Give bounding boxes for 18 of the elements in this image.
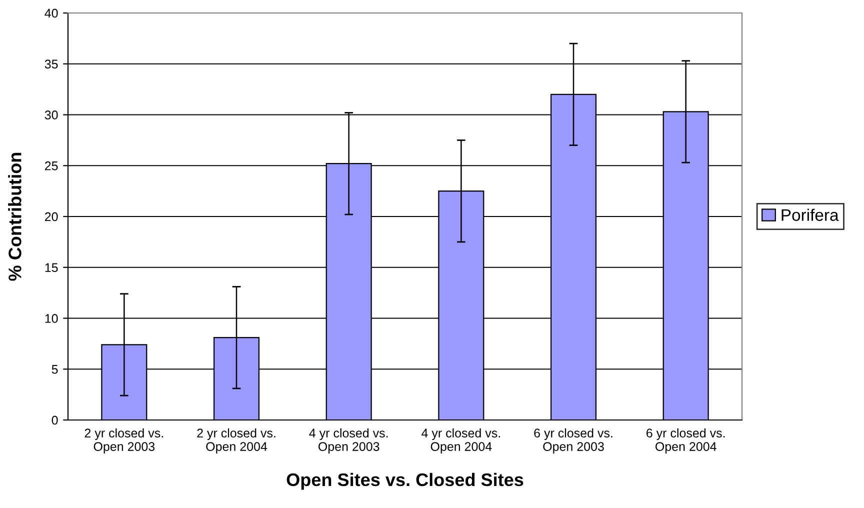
y-tick-label: 15 (45, 263, 58, 272)
y-tick-label: 10 (45, 314, 58, 323)
y-tick-label: 40 (44, 8, 58, 18)
x-tick-label: 4 yr closed vs. Open 2004 (422, 428, 500, 454)
x-tick-label: 6 yr closed vs. Open 2004 (646, 428, 725, 454)
y-tick-label: 5 (52, 365, 58, 374)
y-tick-label: 0 (52, 416, 58, 425)
x-tick-label: 6 yr closed vs. Open 2003 (534, 428, 612, 454)
y-axis-title: % Contribution (8, 152, 22, 281)
y-tick-label: 20 (45, 212, 58, 222)
x-axis-title: Open Sites vs. Closed Sites (286, 472, 524, 490)
x-tick-label: 2 yr closed vs. Open 2004 (197, 428, 276, 454)
y-tick-label: 25 (45, 161, 58, 170)
y-tick-label: 30 (44, 110, 58, 120)
legend-label: Porifera (782, 208, 839, 221)
x-tick-label: 4 yr closed vs. Open 2003 (309, 428, 388, 454)
y-tick-label: 35 (44, 60, 58, 69)
x-tick-label: 2 yr closed vs. Open 2003 (84, 428, 163, 454)
